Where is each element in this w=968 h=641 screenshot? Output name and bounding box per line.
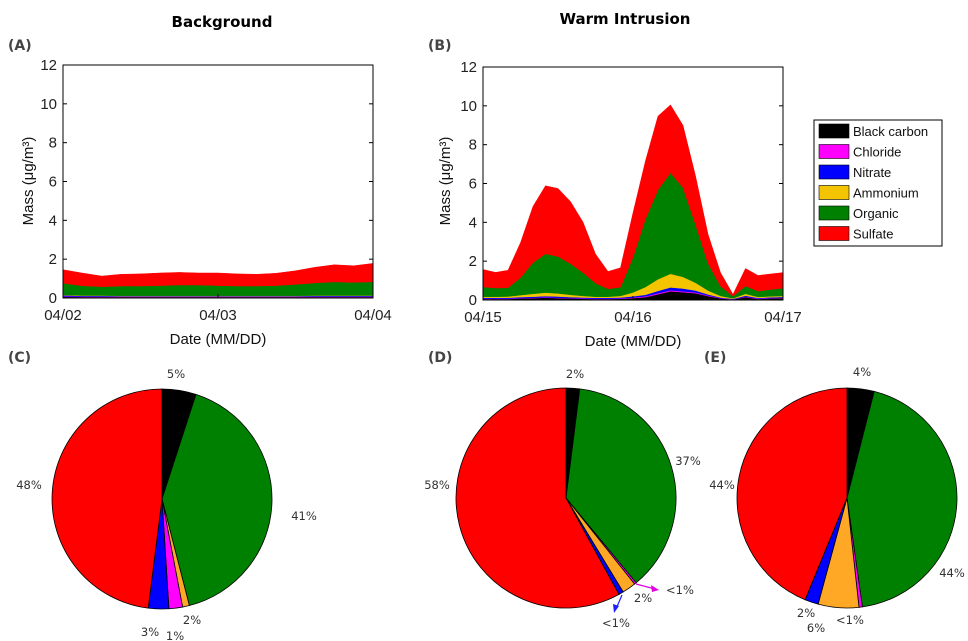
area-chart-background: 0 2 4 6 8 10 12 04/02 04/03 04/04 Date (MM/DD) Ma… xyxy=(20,57,392,348)
pie-label-black-carbon: 4% xyxy=(853,365,871,379)
x-axis-label: Date (MM/DD) xyxy=(170,331,267,348)
pie-label-sulfate: 48% xyxy=(16,478,42,492)
pie-label-chloride: <1% xyxy=(836,613,864,627)
pie-label-ammonium: 6% xyxy=(807,621,825,635)
x-axis-label: Date (MM/DD) xyxy=(585,333,682,350)
y-axis-label: Mass (μg/m³) xyxy=(437,137,454,226)
panel-a-label: (A) xyxy=(8,38,32,54)
panel-c-label: (C) xyxy=(8,350,31,366)
pie-label-nitrate: 2% xyxy=(797,606,815,620)
pie-chart-background: 5% 41% 1% 2% 3% 48% xyxy=(16,367,317,641)
panel-d-label: (D) xyxy=(428,350,452,366)
y-tick-label: 2 xyxy=(469,253,477,270)
legend-swatch-organic xyxy=(818,205,850,221)
x-tick-label: 04/17 xyxy=(764,309,802,326)
pie-label-black-carbon: 2% xyxy=(566,367,584,381)
pie-label-nitrate: 3% xyxy=(141,625,159,639)
x-tick-label: 04/02 xyxy=(44,307,82,324)
pie-label-black-carbon: 5% xyxy=(167,367,185,381)
y-tick-label: 2 xyxy=(49,251,57,268)
legend-swatch-sulfate xyxy=(818,226,850,241)
area-chart-warm-intrusion-ticks: 0 2 4 6 8 10 12 04/15 04/16 04/17 xyxy=(460,59,801,326)
y-tick-label: 8 xyxy=(49,135,57,152)
pie-label-ammonium: 2% xyxy=(634,591,652,605)
legend-swatch-ammonium xyxy=(818,185,850,200)
legend-label-black-carbon: Black carbon xyxy=(853,124,928,139)
pie-label-chloride: <1% xyxy=(666,583,694,597)
panel-a-title: Background xyxy=(172,13,273,31)
pie-slice-organic xyxy=(846,390,958,608)
pie-label-ammonium: 1% xyxy=(166,629,184,641)
pie-label-organic: 41% xyxy=(291,509,317,523)
pie-chart-warm-intrusion-a: 2% 37% <1% 2% <1% 58% xyxy=(424,367,701,630)
nitrate-arrowhead xyxy=(613,604,619,613)
y-tick-label: 12 xyxy=(40,57,57,74)
pie-d-callout-arrows xyxy=(613,583,659,613)
legend-swatch-black-carbon xyxy=(818,123,850,139)
y-tick-label: 8 xyxy=(469,137,477,154)
y-tick-label: 10 xyxy=(40,96,57,113)
pie-slice-organic xyxy=(565,388,677,584)
panel-b-label: (B) xyxy=(428,38,451,54)
legend-label-nitrate: Nitrate xyxy=(853,165,891,180)
plot-frame xyxy=(62,64,374,299)
legend-label-chloride: Chloride xyxy=(853,145,901,160)
pie-label-chloride: 2% xyxy=(183,613,201,627)
pie-chart-warm-intrusion-b: 4% 44% <1% 6%2% 44% xyxy=(709,365,965,635)
y-tick-label: 4 xyxy=(469,214,477,231)
pie-slice-organic xyxy=(161,393,273,607)
y-tick-label: 6 xyxy=(469,176,477,193)
y-tick-label: 0 xyxy=(469,292,477,309)
pie-slice-sulfate xyxy=(51,388,163,609)
y-tick-label: 4 xyxy=(49,212,57,229)
panel-b-title: Warm Intrusion xyxy=(560,10,691,28)
pie-slice-sulfate xyxy=(736,387,848,601)
area-chart-warm-intrusion-marks xyxy=(482,104,784,301)
pie-label-sulfate: 58% xyxy=(424,478,450,492)
pie-label-organic: 44% xyxy=(939,566,965,580)
pie-label-organic: 37% xyxy=(675,454,701,468)
x-tick-label: 04/15 xyxy=(464,309,502,326)
x-tick-label: 04/03 xyxy=(199,307,237,324)
y-tick-label: 12 xyxy=(460,59,477,76)
area-chart-background-marks xyxy=(62,263,374,299)
pie-slice-sulfate xyxy=(455,387,620,609)
y-axis-label: Mass (μg/m³) xyxy=(20,137,37,226)
x-tick-label: 04/16 xyxy=(614,309,652,326)
legend-swatch-chloride xyxy=(818,144,850,159)
panel-e-label: (E) xyxy=(704,350,726,366)
legend: Black carbon Chloride Nitrate Ammonium Organ… xyxy=(813,119,943,247)
legend-box xyxy=(813,119,943,247)
y-tick-label: 10 xyxy=(460,98,477,115)
area-chart-background-ticks: 0 2 4 6 8 10 12 04/02 04/03 04/04 xyxy=(40,57,391,324)
pie-label-nitrate: <1% xyxy=(602,616,630,630)
area-chart-warm-intrusion: 0 2 4 6 8 10 12 04/15 04/16 04/17 Date (MM/DD) Ma… xyxy=(437,59,802,350)
legend-label-organic: Organic xyxy=(853,206,899,221)
chloride-arrowhead xyxy=(651,585,659,592)
y-tick-label: 0 xyxy=(49,290,57,307)
x-tick-label: 04/04 xyxy=(354,307,392,324)
legend-swatch-nitrate xyxy=(818,164,850,180)
legend-label-ammonium: Ammonium xyxy=(853,186,919,201)
legend-label-sulfate: Sulfate xyxy=(853,227,893,242)
pie-label-sulfate: 44% xyxy=(709,478,735,492)
y-tick-label: 6 xyxy=(49,174,57,191)
